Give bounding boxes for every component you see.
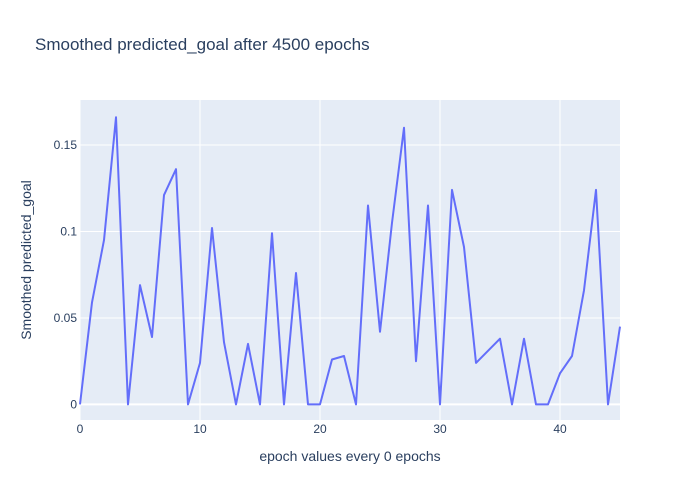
- y-tick-label: 0.1: [60, 224, 77, 238]
- x-tick-label: 40: [553, 422, 567, 436]
- x-tick-label: 20: [313, 422, 327, 436]
- x-axis-title: epoch values every 0 epochs: [259, 448, 440, 464]
- grid-lines: [79, 100, 620, 420]
- y-tick-label: 0: [70, 397, 77, 411]
- chart-title: Smoothed predicted_goal after 4500 epoch…: [35, 35, 370, 54]
- plot-area: [80, 100, 620, 420]
- tick-labels: 0 10 20 30 40 0 0.05 0.1 0.15: [54, 138, 567, 436]
- x-tick-label: 30: [433, 422, 447, 436]
- y-tick-label: 0.15: [54, 138, 78, 152]
- x-tick-label: 10: [193, 422, 207, 436]
- y-axis-title: Smoothed predicted_goal: [18, 180, 34, 340]
- x-tick-label: 0: [77, 422, 84, 436]
- series-line: [79, 116, 621, 406]
- series-layer: [79, 116, 621, 406]
- y-tick-label: 0.05: [54, 311, 78, 325]
